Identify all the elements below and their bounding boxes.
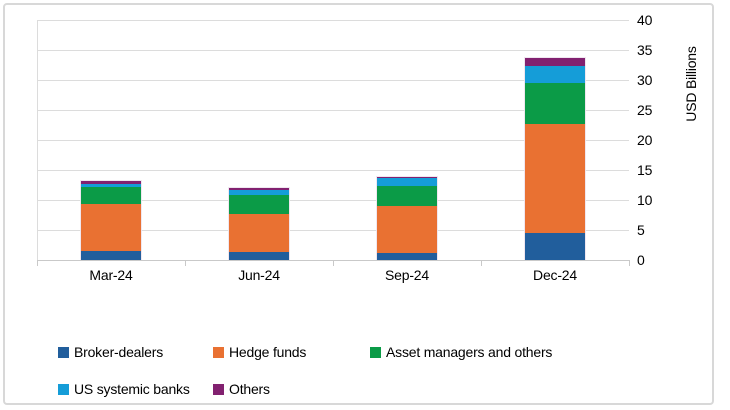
bar-segment-hedge-funds	[229, 213, 289, 253]
x-axis-label-dec-24: Dec-24	[533, 267, 577, 283]
bar-segment-broker-dealers	[81, 251, 141, 260]
bar-segment-hedge-funds	[81, 203, 141, 251]
bar-stack-jun-24	[228, 187, 290, 261]
bar-segment-asset-managers-and-others	[525, 83, 585, 124]
x-axis-label-mar-24: Mar-24	[89, 267, 133, 283]
gridline-5	[37, 230, 629, 231]
legend-item-hedge-funds: Hedge funds	[213, 344, 370, 360]
legend-item-us-systemic-banks: US systemic banks	[58, 381, 213, 397]
y-axis-label-0: 0	[637, 252, 645, 268]
bar-stack-sep-24	[376, 175, 438, 262]
gridline-25	[37, 110, 629, 111]
bar-segment-us-systemic-banks	[81, 183, 141, 188]
x-axis-tick	[629, 261, 630, 266]
y-axis-label-35: 35	[637, 42, 653, 58]
gridline-15	[37, 170, 629, 171]
gridline-20	[37, 140, 629, 141]
y-axis-title: USD Billions	[683, 46, 699, 122]
bar-stack-dec-24	[524, 57, 586, 261]
bar-segment-hedge-funds	[377, 206, 437, 253]
bar-segment-broker-dealers	[229, 252, 289, 260]
bar-segment-others	[81, 181, 141, 184]
plot-area	[37, 20, 629, 262]
legend-label-asset-managers-and-others: Asset managers and others	[386, 344, 553, 360]
gridline-10	[37, 200, 629, 201]
legend-swatch-broker-dealers	[58, 347, 69, 358]
bar-segment-asset-managers-and-others	[377, 185, 437, 207]
bar-segment-asset-managers-and-others	[229, 194, 289, 214]
bar-segment-us-systemic-banks	[377, 178, 437, 186]
y-axis-label-25: 25	[637, 102, 653, 118]
legend-swatch-us-systemic-banks	[58, 384, 69, 395]
legend-item-broker-dealers: Broker-dealers	[58, 344, 213, 360]
legend-swatch-hedge-funds	[213, 347, 224, 358]
y-axis-label-5: 5	[637, 222, 645, 238]
x-axis-line	[37, 260, 630, 261]
legend-label-others: Others	[229, 381, 270, 397]
bar-segment-us-systemic-banks	[525, 65, 585, 84]
y-axis-label-20: 20	[637, 132, 653, 148]
y-axis-label-30: 30	[637, 72, 653, 88]
bar-segment-others	[377, 176, 437, 179]
gridline-30	[37, 80, 629, 81]
bar-segment-hedge-funds	[525, 123, 585, 233]
bar-segment-others	[229, 188, 289, 190]
y-axis-label-10: 10	[637, 192, 653, 208]
x-axis-tick	[37, 261, 38, 266]
x-axis-label-jun-24: Jun-24	[238, 267, 280, 283]
gridline-40	[37, 20, 629, 21]
x-axis-tick	[333, 261, 334, 266]
bar-segment-broker-dealers	[525, 233, 585, 260]
bar-segment-broker-dealers	[377, 252, 437, 260]
legend-swatch-asset-managers-and-others	[370, 347, 381, 358]
gridline-35	[37, 50, 629, 51]
bar-segment-us-systemic-banks	[229, 189, 289, 195]
y-axis-label-40: 40	[637, 12, 653, 28]
x-axis-tick	[481, 261, 482, 266]
bar-stack-mar-24	[80, 180, 142, 261]
legend-label-us-systemic-banks: US systemic banks	[74, 381, 190, 397]
legend-label-hedge-funds: Hedge funds	[229, 344, 307, 360]
y-axis-label-15: 15	[637, 162, 653, 178]
legend-item-others: Others	[213, 381, 370, 397]
legend-label-broker-dealers: Broker-dealers	[74, 344, 164, 360]
legend: Broker-dealers Hedge funds Asset managers …	[58, 344, 552, 397]
legend-swatch-others	[213, 384, 224, 395]
bar-segment-asset-managers-and-others	[81, 187, 141, 204]
legend-item-asset-managers-and-others: Asset managers and others	[370, 344, 552, 360]
x-axis-tick	[185, 261, 186, 266]
x-axis-label-sep-24: Sep-24	[385, 267, 429, 283]
bar-segment-others	[525, 58, 585, 66]
